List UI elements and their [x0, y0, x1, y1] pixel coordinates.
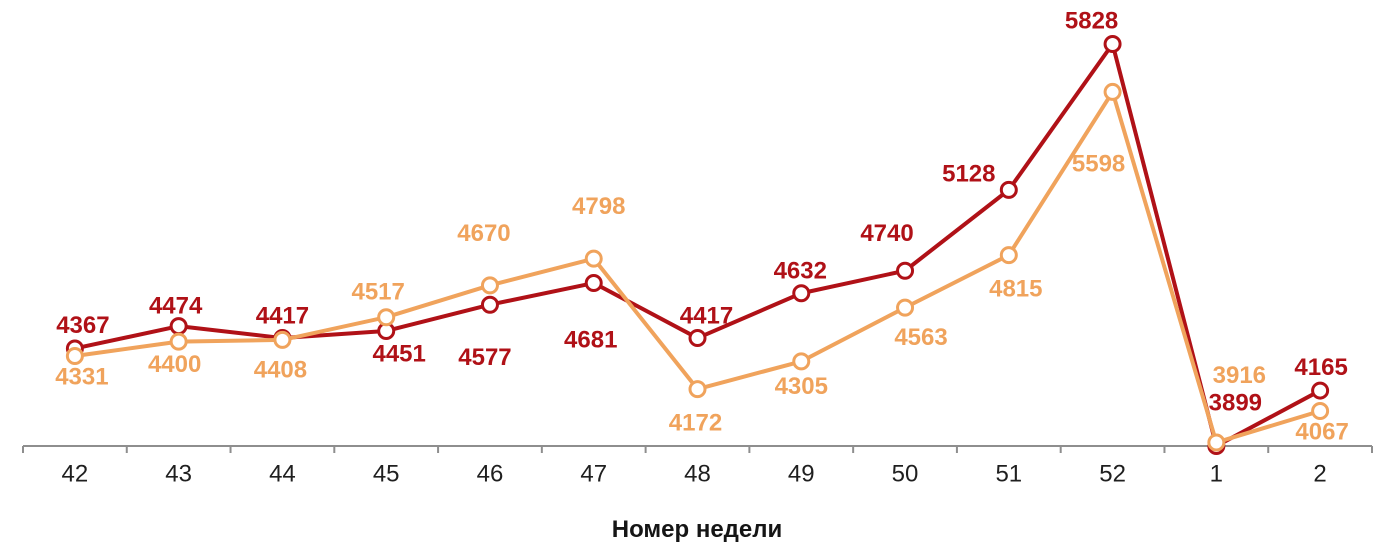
x-tick-label: 52 — [1099, 461, 1126, 488]
orange-series-data-label: 4331 — [55, 363, 108, 390]
dark-red-series-data-label: 4740 — [860, 220, 913, 247]
orange-series-data-label: 4305 — [775, 373, 828, 400]
orange-series-data-label: 5598 — [1072, 150, 1125, 177]
x-tick-label: 45 — [373, 461, 400, 488]
plot-area: 42 43 44 45 46 47 48 49 50 51 52 1 2 4367 4474 4417 4451… — [22, 8, 1373, 488]
x-tick-label: 44 — [269, 461, 296, 488]
x-tick-label: 47 — [580, 461, 607, 488]
orange-series-marker — [792, 352, 811, 371]
orange-series-data-label: 3916 — [1213, 362, 1266, 389]
dark-red-series-data-label: 5128 — [942, 160, 995, 187]
orange-series-marker — [273, 330, 292, 349]
dark-red-series-data-label: 3899 — [1209, 390, 1262, 417]
orange-series-data-label: 4517 — [351, 279, 404, 306]
x-tick-label: 51 — [995, 461, 1022, 488]
orange-series-data-label: 4563 — [894, 324, 947, 351]
orange-series-marker — [65, 346, 84, 365]
dark-red-series-data-label: 4367 — [56, 312, 109, 339]
x-tick-label: 49 — [788, 461, 815, 488]
x-axis-title: Номер недели — [612, 516, 783, 543]
x-tick-label: 1 — [1210, 461, 1223, 488]
orange-series-marker — [377, 308, 396, 327]
x-tick-label: 42 — [62, 461, 89, 488]
orange-series-marker — [1207, 433, 1226, 452]
orange-series-data-label: 4400 — [148, 351, 201, 378]
dark-red-series-marker — [1311, 381, 1330, 400]
orange-series-data-label: 4067 — [1295, 418, 1348, 445]
dark-red-series-marker — [584, 274, 603, 293]
orange-series-data-label: 4670 — [457, 220, 510, 247]
dark-red-series-data-label: 4417 — [680, 303, 733, 330]
x-tick-label: 2 — [1313, 461, 1326, 488]
x-tick-label: 43 — [165, 461, 192, 488]
dark-red-series-data-label: 4451 — [372, 340, 425, 367]
dark-red-series-marker — [896, 261, 915, 280]
dark-red-series-data-label: 4681 — [564, 327, 617, 354]
orange-series-data-label: 4172 — [669, 410, 722, 437]
dark-red-series-marker — [480, 295, 499, 314]
x-tick-label: 50 — [892, 461, 919, 488]
dark-red-series-data-label: 4577 — [458, 344, 511, 371]
dark-red-series-data-label: 4417 — [256, 303, 309, 330]
orange-series-marker — [896, 298, 915, 317]
orange-series-marker — [480, 276, 499, 295]
dark-red-series-data-label: 4632 — [774, 258, 827, 285]
orange-series-data-label: 4815 — [989, 276, 1042, 303]
orange-series-marker — [1103, 82, 1122, 101]
x-tick-label: 46 — [477, 461, 504, 488]
dark-red-series-marker — [169, 317, 188, 336]
dark-red-series-marker — [1103, 35, 1122, 53]
dark-red-series-data-label: 4474 — [149, 293, 203, 320]
orange-series-marker — [584, 249, 603, 268]
orange-series-marker — [688, 380, 707, 399]
orange-series-marker — [169, 332, 188, 351]
orange-series-data-label: 4798 — [572, 193, 625, 220]
dark-red-series-data-label: 5828 — [1065, 8, 1118, 35]
dark-red-series-data-label: 4165 — [1294, 354, 1347, 381]
orange-series-data-label: 4408 — [254, 356, 307, 383]
dark-red-series-marker — [792, 284, 811, 303]
dark-red-series-marker — [688, 329, 707, 348]
orange-series-marker — [999, 246, 1018, 265]
x-tick-label: 48 — [684, 461, 711, 488]
orange-series-marker — [1311, 401, 1330, 420]
dark-red-series-marker — [999, 180, 1018, 199]
